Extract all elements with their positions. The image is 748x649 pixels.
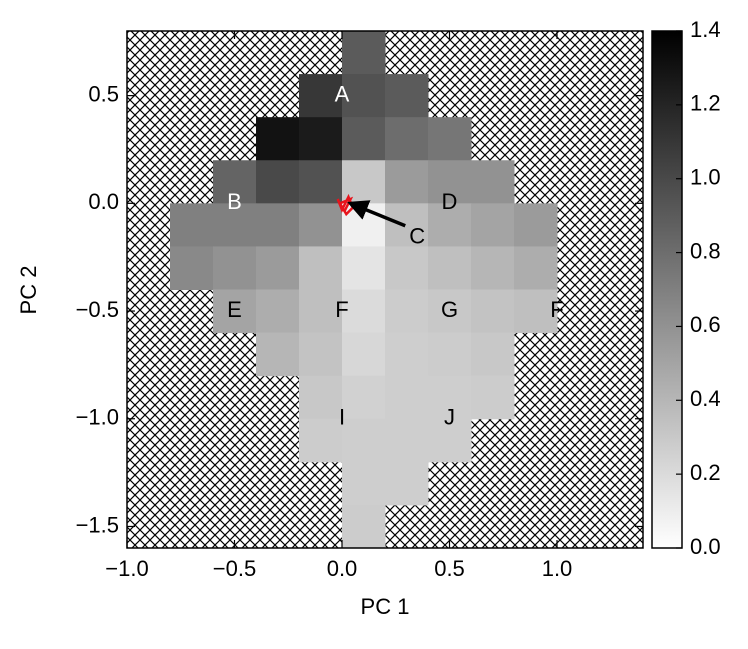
heatmap-cell <box>213 160 257 204</box>
colorbar-tick-label: 1.0 <box>690 165 721 190</box>
heatmap-cell <box>213 289 257 334</box>
annotation: F <box>550 297 563 322</box>
heatmap-cell <box>471 289 515 334</box>
heatmap-cell <box>299 246 343 290</box>
colorbar-tick-label: 0.6 <box>690 312 721 337</box>
heatmap-cell <box>256 203 300 247</box>
heatmap-cell <box>471 332 515 377</box>
annotation: G <box>441 297 458 322</box>
plot-frame <box>126 30 644 549</box>
heatmap-cell <box>428 246 472 290</box>
x-tick-label: 0.5 <box>434 556 465 581</box>
heatmap-cell <box>256 117 300 161</box>
heatmap-cell <box>256 246 300 290</box>
colorbar-tick-label: 1.2 <box>690 91 721 116</box>
heatmap-cell <box>385 375 429 420</box>
annotation: F <box>335 297 348 322</box>
heatmap-cell <box>428 203 472 247</box>
heatmap-cell <box>213 203 257 247</box>
y-tick-label: 0.0 <box>88 189 119 214</box>
heatmap-cell <box>385 289 429 334</box>
heatmap-cell <box>385 74 429 118</box>
colorbar-tick-label: 0.0 <box>690 534 721 559</box>
heatmap-cell <box>428 117 472 161</box>
heatmap-cell <box>256 289 300 334</box>
heatmap-cell <box>256 160 300 204</box>
heatmap-cell <box>385 117 429 161</box>
heatmap-cell <box>299 160 343 204</box>
heatmap-cell <box>385 203 429 247</box>
heatmap-cell <box>213 246 257 290</box>
annotation-arrow <box>347 200 406 228</box>
y-axis-label: PC 2 <box>16 266 41 315</box>
colorbar-tick-label: 0.4 <box>690 386 721 411</box>
heatmap-cell <box>385 246 429 290</box>
heatmap-cell <box>385 461 429 506</box>
heatmap-cell <box>342 504 386 549</box>
heatmap-cell <box>342 289 386 334</box>
y-tick-label: −1.0 <box>76 405 119 430</box>
colorbar-tick-label: 1.4 <box>690 17 721 42</box>
x-tick-label: −1.0 <box>105 556 148 581</box>
heatmap-cell <box>385 160 429 204</box>
y-tick-label: −0.5 <box>76 297 119 322</box>
heatmap-cell <box>428 289 472 334</box>
heatmap-cell <box>514 289 558 334</box>
heatmap-cell <box>342 31 386 75</box>
heatmap-cell <box>299 418 343 463</box>
heatmap-cell <box>385 332 429 377</box>
colorbar-tick-label: 0.2 <box>690 460 721 485</box>
x-axis-label: PC 1 <box>361 594 410 619</box>
heatmap-cell <box>471 375 515 420</box>
annotation: D <box>442 189 458 214</box>
heatmap-cell <box>514 203 558 247</box>
y-tick-label: −1.5 <box>76 512 119 537</box>
heatmap-cell <box>428 418 472 463</box>
annotation: C <box>409 224 425 249</box>
heatmap-cell <box>299 117 343 161</box>
heatmap-cell <box>385 418 429 463</box>
heatmap-cell <box>471 203 515 247</box>
annotation: I <box>339 405 345 430</box>
heatmap-cell <box>170 246 214 290</box>
heatmap-cell <box>471 160 515 204</box>
heatmap-cell <box>514 246 558 290</box>
heatmap-cell <box>170 203 214 247</box>
heatmap-cell <box>342 117 386 161</box>
heatmap-cell <box>299 203 343 247</box>
heatmap-cell <box>428 160 472 204</box>
heatmap-cell <box>471 246 515 290</box>
heatmap-cell <box>299 74 343 118</box>
annotation: B <box>227 189 242 214</box>
heatmap-cell <box>428 375 472 420</box>
annotation: J <box>444 405 455 430</box>
heatmap-cell <box>342 461 386 506</box>
annotation: A <box>335 81 350 106</box>
y-tick-label: 0.5 <box>88 81 119 106</box>
heatmap-cell <box>299 289 343 334</box>
heatmap-cell <box>342 418 386 463</box>
heatmap-cell <box>342 74 386 118</box>
colorbar <box>651 30 683 549</box>
heatmap-cell <box>342 246 386 290</box>
x-tick-label: 0.0 <box>327 556 358 581</box>
x-tick-label: 1.0 <box>542 556 573 581</box>
annotation: E <box>227 297 242 322</box>
x-tick-label: −0.5 <box>213 556 256 581</box>
heatmap-cell <box>428 332 472 377</box>
colorbar-tick-label: 0.8 <box>690 238 721 263</box>
heatmap-cell <box>342 332 386 377</box>
heatmap-cell <box>299 375 343 420</box>
heatmap-cell <box>342 375 386 420</box>
heatmap-cell <box>299 332 343 377</box>
heatmap-cell <box>256 332 300 377</box>
